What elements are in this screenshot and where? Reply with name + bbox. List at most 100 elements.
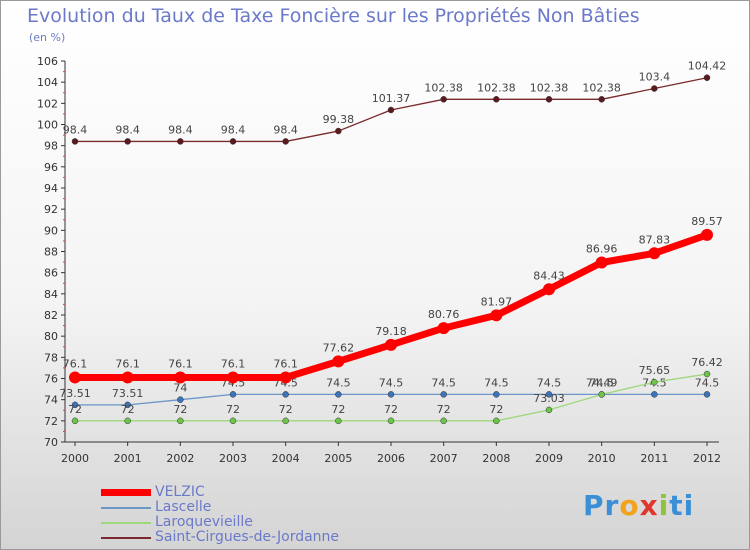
x-tick-label: 2012	[693, 452, 721, 465]
data-label: 76.1	[221, 357, 246, 370]
data-point	[701, 228, 713, 241]
x-tick-label: 2006	[377, 452, 405, 465]
data-label: 73.51	[112, 387, 144, 400]
data-label: 72	[437, 403, 451, 416]
data-label: 102.38	[477, 81, 516, 94]
data-label: 76.42	[691, 356, 723, 369]
legend-label: VELZIC	[155, 484, 205, 500]
data-label: 74.5	[431, 376, 456, 389]
data-point	[703, 391, 711, 398]
data-point	[598, 391, 605, 398]
proxiti-logo: Proxiti	[583, 489, 694, 522]
data-point	[282, 138, 289, 145]
data-label: 76.1	[63, 357, 88, 370]
y-tick-label: 106	[37, 55, 58, 68]
logo-letter: i	[658, 489, 670, 522]
data-label: 102.38	[530, 81, 569, 94]
x-tick-label: 2005	[324, 452, 352, 465]
data-label: 98.4	[221, 123, 246, 136]
data-point	[121, 371, 134, 384]
data-point	[177, 417, 184, 425]
legend-label: Laroquevieille	[155, 514, 253, 530]
data-label: 72	[226, 403, 240, 416]
legend-swatch	[101, 536, 151, 539]
y-tick-label: 70	[44, 436, 58, 449]
data-label: 98.4	[273, 123, 298, 136]
data-point	[282, 391, 289, 398]
data-point	[71, 138, 79, 145]
data-label: 74.5	[537, 376, 562, 389]
data-label: 73.51	[59, 387, 91, 400]
legend-swatch	[101, 489, 151, 496]
data-point	[437, 322, 450, 335]
data-label: 74.5	[326, 376, 351, 389]
y-tick-label: 96	[44, 161, 58, 174]
data-label: 98.4	[63, 123, 88, 136]
data-label: 87.83	[639, 233, 671, 246]
data-point	[229, 138, 237, 145]
series-line	[71, 231, 711, 381]
x-tick-label: 2008	[482, 452, 510, 465]
data-label: 72	[489, 403, 503, 416]
data-label: 76.1	[168, 357, 193, 370]
data-label: 72	[279, 403, 293, 416]
y-tick-label: 102	[37, 97, 58, 110]
data-label: 98.4	[115, 123, 140, 136]
data-point	[543, 283, 555, 296]
y-tick-label: 76	[44, 373, 58, 386]
data-label: 72	[121, 403, 135, 416]
y-tick-label: 84	[44, 288, 58, 301]
data-label: 103.4	[639, 71, 671, 84]
data-point	[69, 371, 81, 384]
legend-item: Saint-Cirgues-de-Jordanne	[101, 530, 339, 545]
x-tick-label: 2009	[535, 452, 563, 465]
x-tick-label: 2003	[219, 452, 247, 465]
data-label: 86.96	[586, 243, 618, 256]
data-point	[229, 417, 237, 425]
data-point	[490, 309, 503, 322]
x-tick-label: 2011	[640, 452, 668, 465]
data-point	[385, 338, 397, 351]
chart-subtitle: (en %)	[29, 31, 66, 44]
data-label: 80.76	[428, 308, 460, 321]
data-point	[387, 391, 395, 398]
data-point	[651, 391, 658, 398]
data-point	[493, 391, 500, 398]
data-point	[227, 371, 239, 384]
x-tick-label: 2007	[430, 452, 458, 465]
data-point	[545, 406, 553, 414]
logo-letter: r	[604, 489, 620, 522]
data-label: 72	[68, 403, 82, 416]
data-label: 77.62	[323, 341, 355, 354]
data-label: 74.5	[589, 376, 614, 389]
data-point	[124, 401, 131, 409]
data-point	[440, 391, 447, 398]
data-label: 102.38	[424, 81, 463, 94]
data-label: 99.38	[323, 113, 355, 126]
data-point	[332, 355, 345, 368]
data-point	[279, 371, 292, 384]
data-point	[703, 74, 711, 81]
data-point	[545, 391, 553, 398]
data-label: 74	[173, 382, 187, 395]
data-point	[387, 106, 395, 114]
data-point	[598, 96, 605, 103]
data-point	[335, 391, 342, 398]
data-label: 79.18	[375, 325, 407, 338]
data-point	[174, 371, 187, 384]
data-label: 74.49	[586, 376, 618, 389]
y-tick-label: 94	[44, 182, 58, 195]
x-tick-label: 2002	[166, 452, 194, 465]
data-point	[440, 417, 447, 425]
data-point	[177, 138, 184, 145]
data-label: 76.1	[115, 357, 140, 370]
legend-label: Saint-Cirgues-de-Jordanne	[155, 529, 340, 545]
data-label: 81.97	[481, 295, 513, 308]
logo-letter: t	[669, 489, 684, 522]
legend-item: Laroquevieille	[101, 515, 339, 530]
data-label: 101.37	[372, 92, 411, 105]
data-point	[177, 396, 184, 403]
x-tick-label: 2000	[61, 452, 89, 465]
